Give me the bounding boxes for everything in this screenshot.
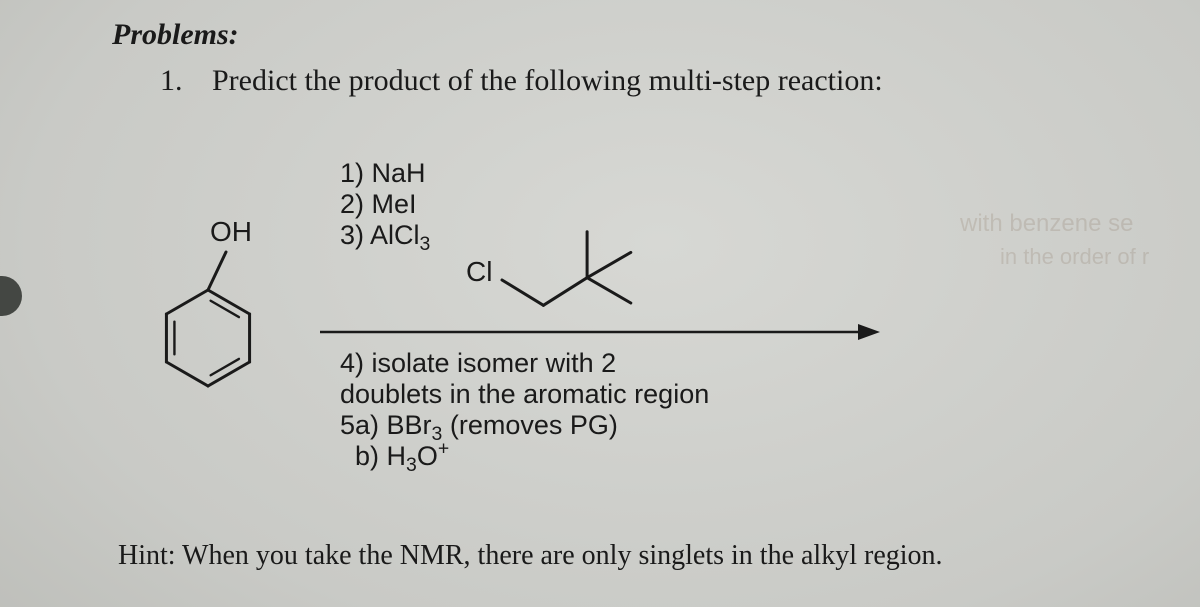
section-heading: Problems:	[112, 18, 239, 52]
bleed-text-1: with benzene se	[960, 210, 1133, 238]
reaction-arrow	[320, 324, 880, 340]
hint-text: Hint: When you take the NMR, there are o…	[118, 540, 943, 572]
reagent-b-line-1: 4) isolate isomer with 2	[340, 348, 709, 379]
reagent-b-line-3: 5a) BBr3 (removes PG)	[340, 410, 709, 441]
reagent-b-line-4: b) H3O+	[340, 441, 709, 472]
reagent-b-line-2: doublets in the aromatic region	[340, 379, 709, 410]
oh-label: OH	[210, 216, 252, 248]
reagents-top: 1) NaH 2) MeI 3) AlCl3	[340, 158, 430, 251]
cl-label: Cl	[466, 256, 492, 288]
page: Problems: 1. Predict the product of the …	[0, 0, 1200, 607]
page-edge-tab	[0, 276, 22, 316]
phenol-structure	[166, 252, 249, 386]
bleed-text-2: in the order of r	[1000, 244, 1149, 270]
question-number: 1.	[160, 64, 183, 98]
alkyl-halide-structure	[502, 232, 631, 306]
question-text: Predict the product of the following mul…	[212, 64, 883, 98]
reagent-line-1: 1) NaH	[340, 158, 430, 189]
reagent-line-2: 2) MeI	[340, 189, 430, 220]
reagents-bottom: 4) isolate isomer with 2 doublets in the…	[340, 348, 709, 472]
reagent-line-3: 3) AlCl3	[340, 220, 430, 251]
